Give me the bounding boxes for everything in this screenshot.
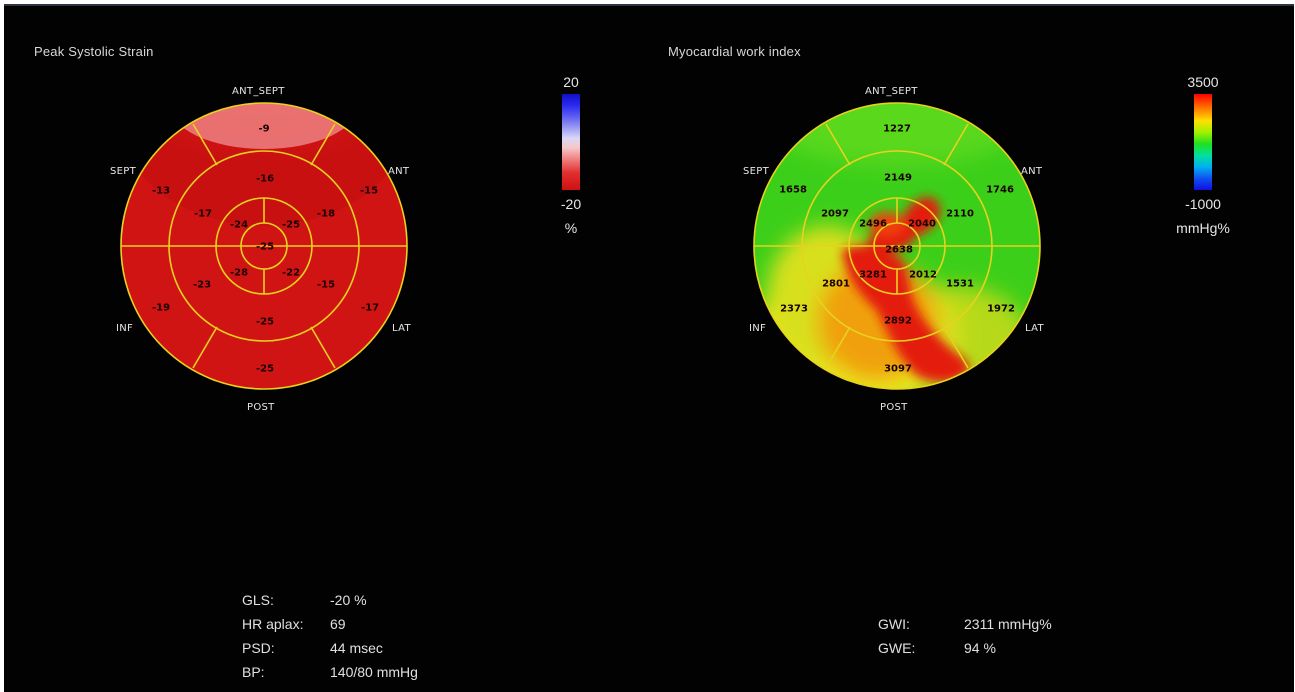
segment-value: 2638 — [885, 244, 913, 256]
segment-value: -18 — [316, 208, 336, 220]
strain-scale-min: -20 — [560, 196, 582, 212]
work-scale-min: -1000 — [1185, 196, 1221, 212]
stat-label: HR aplax: — [242, 616, 304, 632]
segment-value: -9 — [258, 123, 270, 135]
segment-value: 2040 — [908, 218, 936, 230]
stat-value: 140/80 mmHg — [330, 664, 418, 680]
segment-value: 2012 — [909, 269, 937, 281]
analysis-viewport: Peak Systolic Strain — [4, 4, 1294, 692]
segment-value: -22 — [281, 267, 301, 279]
stat-label: GWE: — [878, 640, 916, 656]
strain-panel-title: Peak Systolic Strain — [34, 44, 154, 59]
stat-label: BP: — [242, 664, 265, 680]
segment-value: 1531 — [946, 278, 974, 290]
label-post: POST — [247, 402, 275, 413]
segment-value: -17 — [193, 208, 213, 220]
segment-value: -15 — [316, 279, 336, 291]
label-ant-sept: ANT_SEPT — [232, 86, 285, 97]
segment-value: 3097 — [884, 363, 912, 375]
segment-value: 1227 — [883, 123, 911, 135]
segment-value: -25 — [255, 241, 275, 253]
stat-value: 2311 mmHg% — [964, 616, 1052, 632]
stat-value: 44 msec — [330, 640, 383, 656]
work-panel-title: Myocardial work index — [668, 44, 801, 59]
stat-label: GWI: — [878, 616, 910, 632]
work-color-scale — [1194, 94, 1212, 190]
label-inf: INF — [116, 323, 134, 334]
stat-value: 94 % — [964, 640, 996, 656]
strain-bullseye[interactable]: ANT_SEPT SEPT ANT INF LAT POST -9 -13 -1… — [110, 76, 414, 416]
segment-value: -15 — [359, 185, 379, 197]
label-lat: LAT — [1025, 323, 1044, 334]
segment-value: -17 — [360, 302, 380, 314]
segment-value: 2097 — [821, 208, 849, 220]
label-inf: INF — [749, 323, 767, 334]
stat-label: PSD: — [242, 640, 275, 656]
segment-value: 2110 — [946, 208, 974, 220]
segment-value: 2373 — [780, 303, 808, 315]
stat-row: GWI: 2311 mmHg% — [878, 616, 1118, 640]
segment-value: 2496 — [859, 218, 887, 230]
strain-scale-max: 20 — [563, 74, 579, 90]
segment-value: 2149 — [884, 172, 912, 184]
strain-color-scale — [562, 94, 580, 190]
label-lat: LAT — [392, 323, 411, 334]
segment-value: -24 — [229, 219, 249, 231]
segment-value: 1972 — [987, 303, 1015, 315]
segment-value: -23 — [192, 279, 212, 291]
segment-value: -16 — [255, 173, 275, 185]
label-ant: ANT — [1021, 166, 1043, 177]
global-stats-right: GWI: 2311 mmHg% GWE: 94 % — [878, 616, 1118, 664]
global-stats-left: GLS: -20 % HR aplax: 69 PSD: 44 msec BP: 140/80… — [242, 592, 502, 688]
segment-value: 1746 — [986, 184, 1014, 196]
stat-row: GWE: 94 % — [878, 640, 1118, 664]
segment-value: -25 — [281, 219, 301, 231]
segment-value: -25 — [255, 363, 275, 375]
segment-value: 1658 — [779, 184, 807, 196]
stat-value: 69 — [330, 616, 346, 632]
stat-value: -20 % — [330, 592, 367, 608]
work-scale-unit: mmHg% — [1176, 220, 1230, 236]
stat-row: PSD: 44 msec — [242, 640, 502, 664]
strain-scale-unit: % — [564, 220, 578, 236]
segment-value: 3281 — [859, 269, 887, 281]
stat-row: HR aplax: 69 — [242, 616, 502, 640]
label-ant: ANT — [388, 166, 410, 177]
label-ant-sept: ANT_SEPT — [865, 86, 918, 97]
work-scale-max: 3500 — [1187, 74, 1219, 90]
label-sept: SEPT — [110, 166, 137, 177]
segment-value: -13 — [151, 185, 171, 197]
label-post: POST — [880, 402, 908, 413]
segment-value: -28 — [229, 267, 249, 279]
segment-value: -25 — [255, 316, 275, 328]
label-sept: SEPT — [743, 166, 770, 177]
segment-value: -19 — [151, 302, 171, 314]
work-bullseye[interactable]: ANT_SEPT SEPT ANT INF LAT POST 1227 1658… — [743, 76, 1047, 416]
segment-value: 2892 — [884, 315, 912, 327]
segment-value: 2801 — [822, 278, 850, 290]
stat-row: GLS: -20 % — [242, 592, 502, 616]
stat-label: GLS: — [242, 592, 274, 608]
stat-row: BP: 140/80 mmHg — [242, 664, 502, 688]
